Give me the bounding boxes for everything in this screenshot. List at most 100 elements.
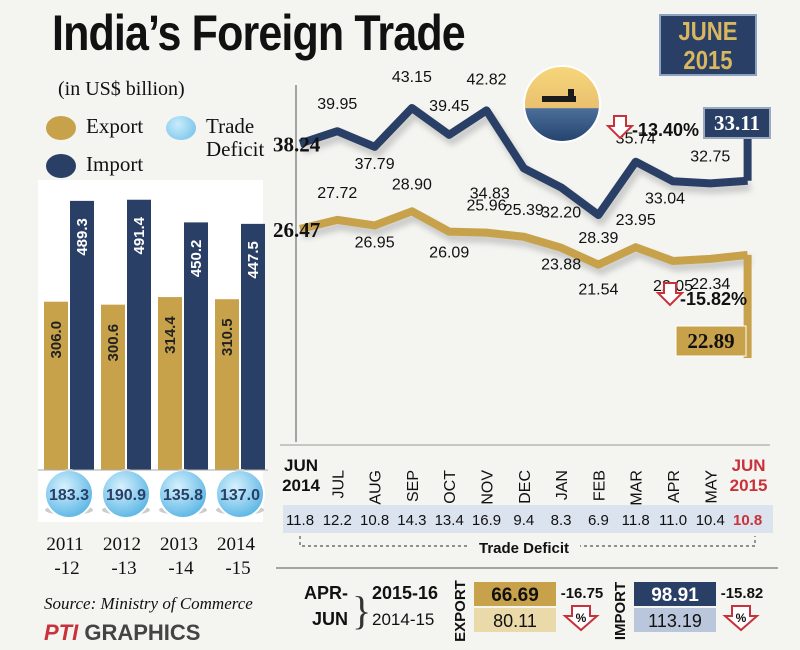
- export-line: [299, 207, 749, 269]
- export-legend-label: Export: [86, 114, 144, 138]
- trade-deficit-value: 11.8: [286, 512, 314, 529]
- deficit-value-label: 183.3: [49, 487, 89, 504]
- deficit-value-label: 137.0: [220, 487, 260, 504]
- deficit-value-label: 190.9: [106, 487, 146, 504]
- import-change-arrow-icon: [605, 115, 635, 140]
- trade-deficit-value: 13.4: [435, 512, 464, 529]
- year-label: 2011: [46, 534, 83, 555]
- export-bar: [215, 299, 239, 470]
- source-note: Source: Ministry of Commerce: [44, 594, 253, 613]
- import-value-label: 447.5: [245, 241, 262, 279]
- export-end-badge: [675, 325, 747, 357]
- import-end-badge: [703, 107, 771, 139]
- month-tick-label: JUN: [732, 456, 766, 475]
- import-point-label: 39.45: [429, 98, 469, 115]
- trade-deficit-value: 10.8: [360, 512, 389, 529]
- import-end-label: 33.11: [714, 111, 760, 135]
- deficit-legend-label-2: Deficit: [206, 137, 265, 161]
- trade-deficit-value: 8.3: [551, 512, 572, 529]
- date-badge: JUNE 2015: [659, 14, 757, 76]
- export-bar: [158, 297, 182, 470]
- ship-photo: [523, 65, 601, 143]
- import-point-label: 32.20: [541, 204, 581, 221]
- import-value-label: 489.3: [74, 218, 91, 256]
- year-label: 2012: [103, 534, 141, 555]
- month-tick-label: FEB: [591, 470, 608, 501]
- export-value-label: 306.0: [48, 321, 65, 359]
- year-suffix-label: -12: [54, 558, 79, 579]
- trade-deficit-value: 11.0: [659, 512, 687, 529]
- export-summary-previous-cell: [474, 608, 556, 632]
- export-value-label: 314.4: [162, 316, 179, 354]
- import-value-label: 491.4: [131, 216, 148, 254]
- month-tick-label: AUG: [368, 470, 385, 505]
- export-bar: [44, 301, 68, 470]
- export-point-label: 25.39: [504, 202, 544, 219]
- import-legend-label: Import: [86, 152, 144, 176]
- graphics-label: GRAPHICS: [84, 620, 201, 645]
- period-label-2: JUN: [312, 609, 348, 629]
- trade-deficit-value: 12.2: [323, 512, 352, 529]
- import-change-label: -13.40%: [632, 120, 699, 140]
- export-point-label: 21.54: [578, 282, 618, 299]
- import-summary-change-value: -15.82: [721, 585, 764, 602]
- month-tick-label: APR: [666, 470, 683, 503]
- period-brace: }: [352, 588, 371, 633]
- month-tick-label: JAN: [554, 470, 571, 500]
- year-label: 2014: [217, 534, 256, 555]
- import-summary-pct-sign: %: [736, 611, 747, 625]
- month-tick-label: JUN: [284, 456, 318, 475]
- export-legend-swatch: [46, 116, 76, 140]
- import-summary-label: IMPORT: [612, 582, 629, 640]
- import-point-label: 33.04: [645, 190, 685, 207]
- export-point-label: 22.34: [690, 276, 730, 293]
- deficit-legend-label-1: Trade: [206, 114, 255, 138]
- month-tick-label: MAR: [629, 470, 646, 506]
- year-current-label: 2015-16: [372, 583, 438, 603]
- import-point-label: 34.83: [470, 185, 510, 202]
- trade-deficit-caption: Trade Deficit: [479, 540, 569, 557]
- trade-deficit-label-bg: [468, 538, 580, 556]
- import-point-label: 43.15: [392, 69, 432, 86]
- trade-deficit-value: 16.9: [472, 512, 501, 529]
- period-label: APR-: [304, 583, 348, 603]
- trade-deficit-value: 10.8: [733, 512, 762, 529]
- month-tick-label: NOV: [480, 470, 497, 505]
- units-label: (in US$ billion): [58, 78, 185, 100]
- export-change-label: -15.82%: [680, 289, 747, 309]
- import-line: [298, 104, 748, 220]
- deficit-legend-swatch: [166, 116, 196, 140]
- export-value-label: 300.6: [105, 324, 122, 362]
- ship-bridge-icon: [568, 89, 574, 97]
- page-title: India’s Foreign Trade: [52, 5, 466, 61]
- import-summary-previous-cell: [634, 608, 716, 632]
- month-tick-label: SEP: [405, 470, 422, 502]
- export-point-label: 26.09: [429, 245, 469, 262]
- export-point-label: 28.90: [392, 176, 432, 193]
- month-tick-label: OCT: [442, 470, 459, 504]
- import-point-label: 37.79: [355, 156, 395, 173]
- export-point-label: 26.95: [355, 234, 395, 251]
- export-end-label: 22.89: [687, 329, 734, 353]
- year-suffix-label: -14: [168, 558, 194, 579]
- month-tick-label: JUL: [330, 470, 347, 499]
- export-point-label: 23.88: [541, 257, 581, 274]
- pti-graphics-credit: PTI GRAPHICS: [44, 620, 200, 646]
- export-line-shadow: [301, 212, 752, 276]
- export-point-label: 23.95: [616, 212, 656, 229]
- import-value-label: 450.2: [188, 240, 205, 278]
- month-tick-year-label: 2014: [282, 476, 320, 495]
- import-summary-current-value: 98.91: [651, 585, 699, 606]
- trade-deficit-value: 6.9: [588, 512, 609, 529]
- trade-deficit-value: 9.4: [513, 512, 534, 529]
- export-summary-change-arrow-icon: [562, 605, 600, 632]
- year-label: 2013: [160, 534, 198, 555]
- export-summary-previous-value: 80.11: [493, 611, 537, 631]
- import-point-label: 42.82: [466, 71, 506, 88]
- export-summary-current-value: 66.69: [491, 585, 539, 606]
- import-bar: [184, 222, 208, 470]
- trade-deficit-row: [283, 505, 773, 533]
- export-summary-label: EXPORT: [452, 580, 469, 642]
